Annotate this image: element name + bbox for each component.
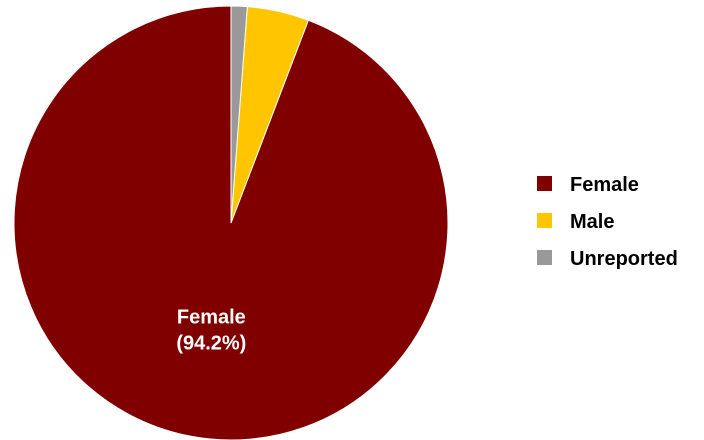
legend-label-female: Female (570, 174, 639, 196)
legend-label-unreported: Unreported (570, 248, 678, 270)
legend-swatch-unreported (537, 250, 552, 265)
pie-data-labels: Female (94.2%) (176, 307, 246, 355)
data-label-name: Female (177, 307, 246, 329)
legend: Female Male Unreported (537, 174, 678, 270)
legend-item-male: Male (537, 211, 614, 233)
data-label-female: Female (94.2%) (176, 307, 246, 355)
legend-item-female: Female (537, 174, 639, 196)
legend-swatch-male (537, 213, 552, 228)
pie-slices (13, 5, 449, 440)
data-label-value: (94.2%) (176, 333, 246, 355)
legend-swatch-female (537, 176, 552, 191)
legend-item-unreported: Unreported (537, 248, 678, 270)
legend-label-male: Male (570, 211, 614, 233)
pie-slice-unreported (230, 5, 248, 224)
